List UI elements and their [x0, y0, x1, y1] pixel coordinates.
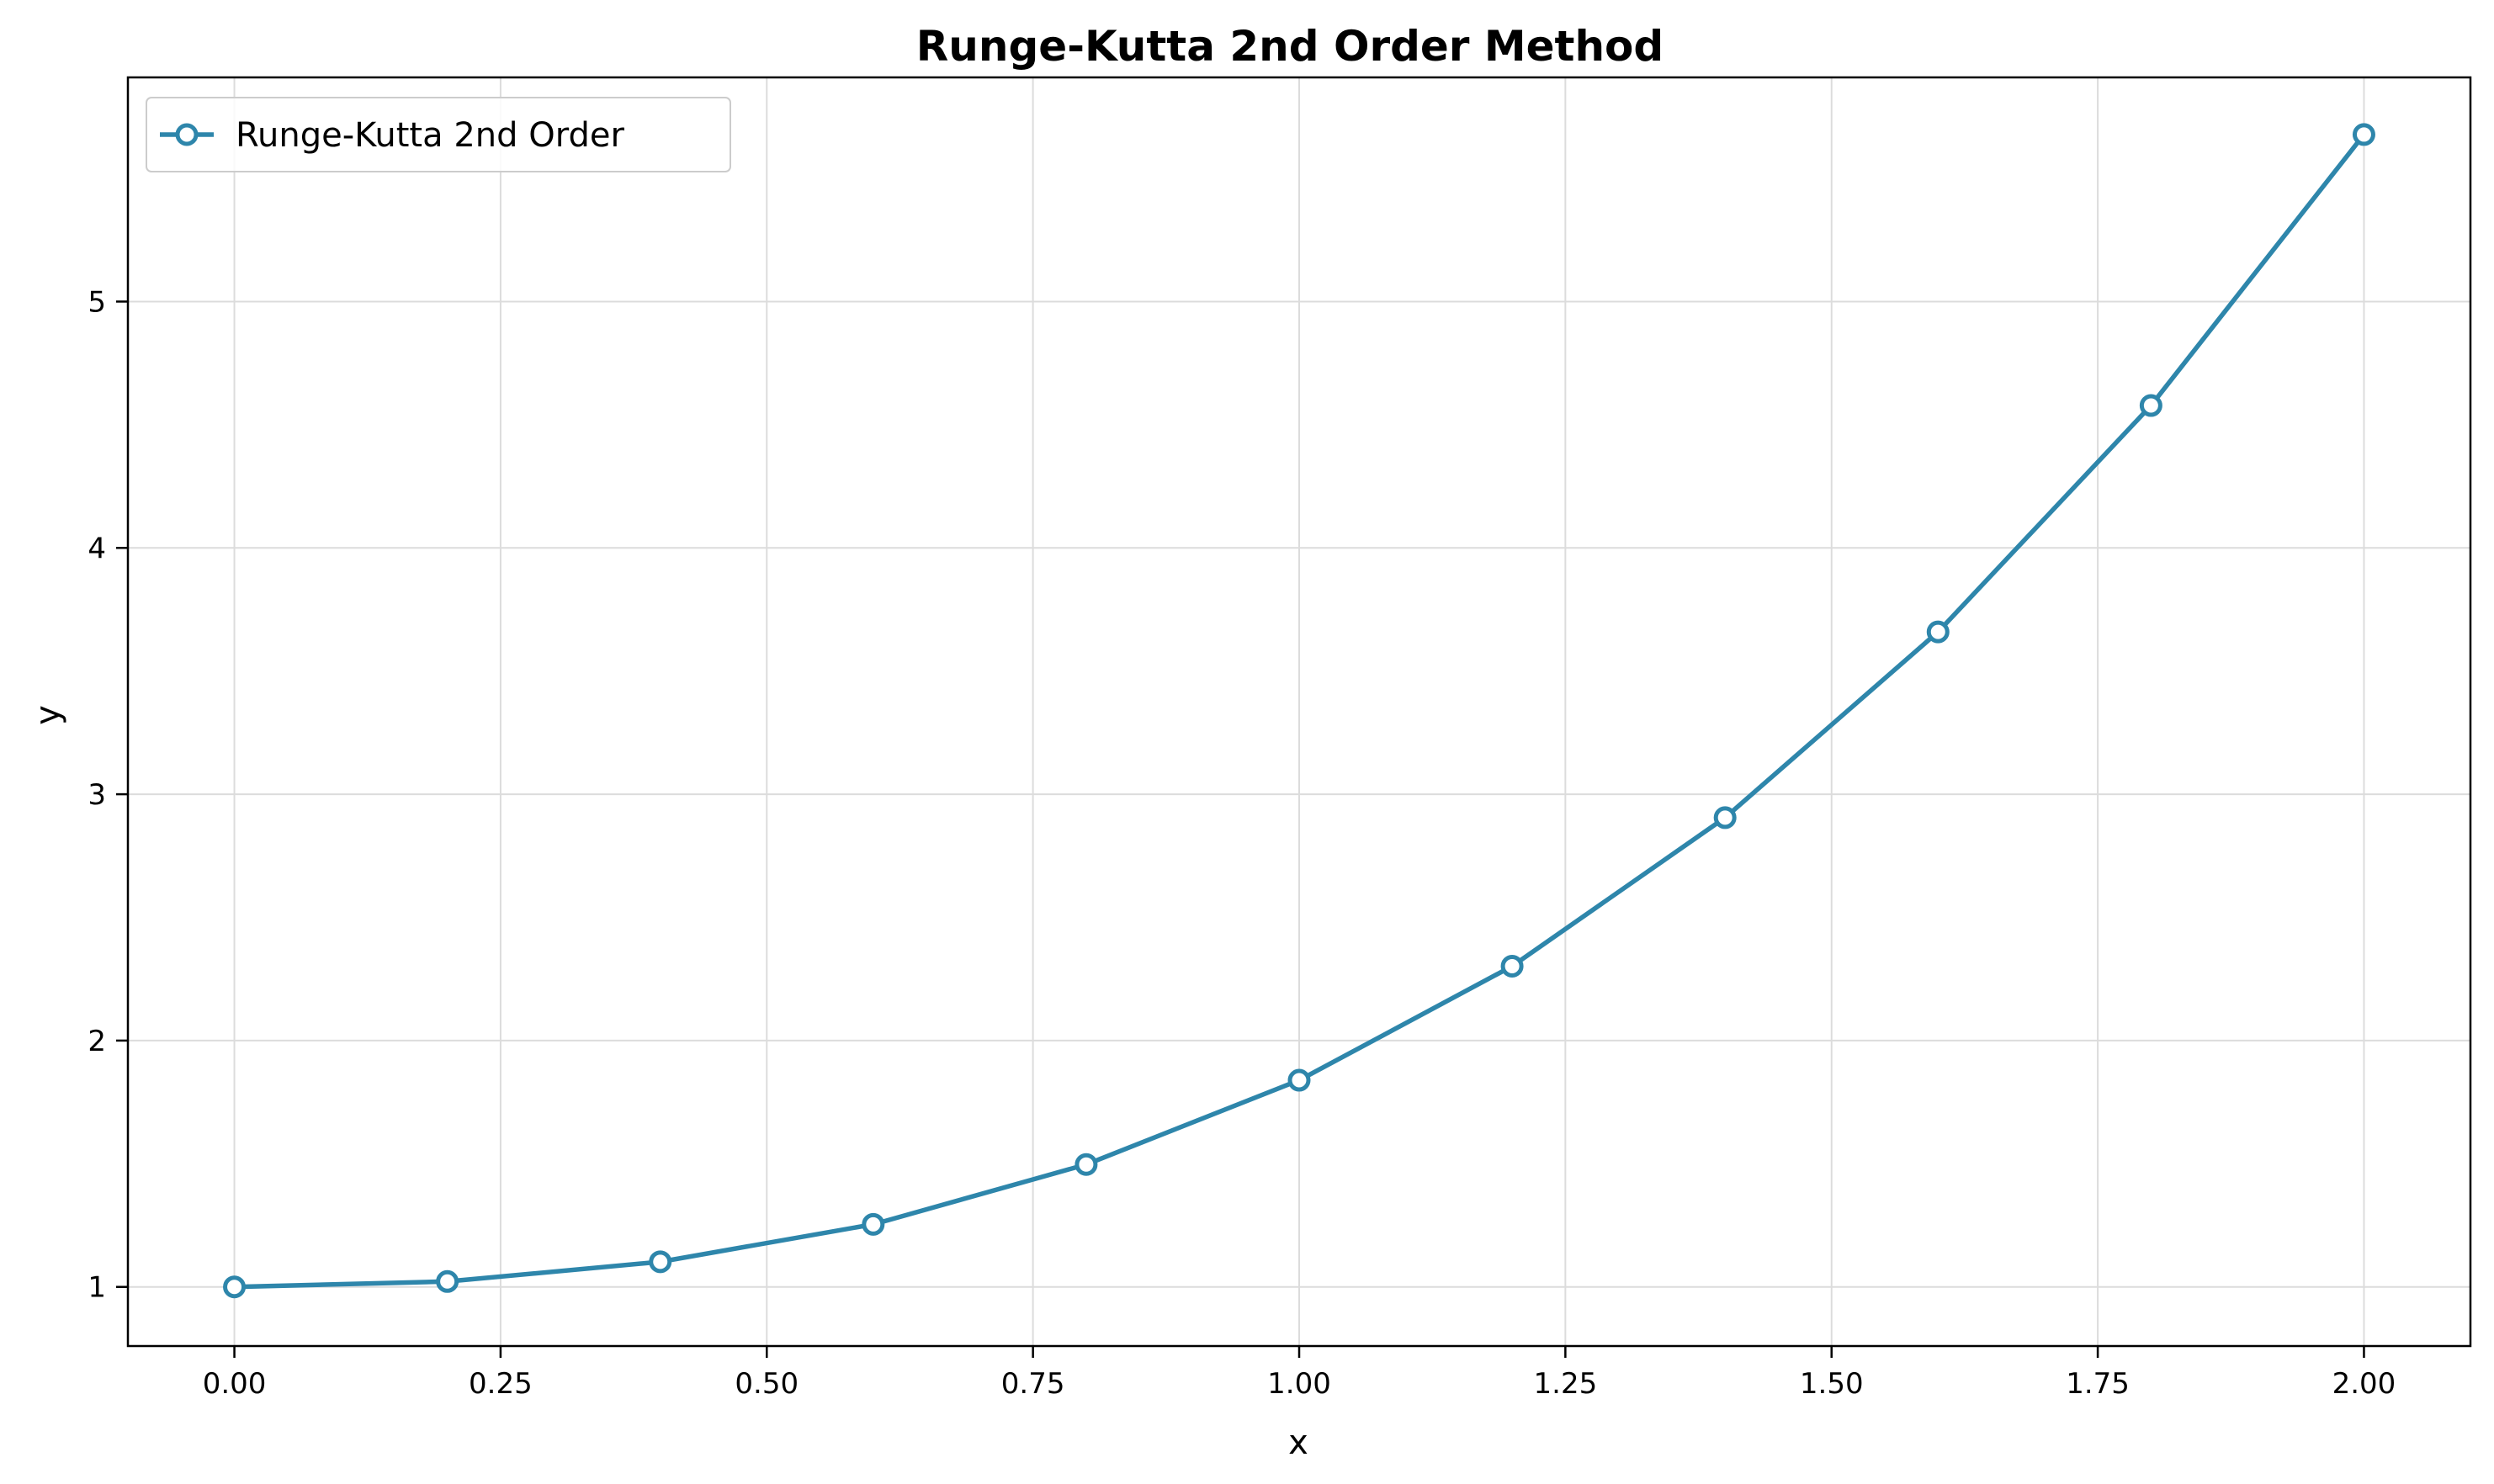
x-tick-label: 0.00: [203, 1367, 267, 1401]
legend-marker: [175, 123, 199, 146]
y-tick-label: 5: [88, 285, 106, 319]
data-point: [2352, 123, 2375, 146]
data-point: [1926, 620, 1950, 644]
legend: Runge-Kutta 2nd Order: [146, 97, 731, 172]
data-point: [2139, 394, 2162, 417]
y-tick-label: 3: [88, 778, 106, 812]
data-point: [649, 1250, 672, 1274]
y-tick-label: 1: [88, 1271, 106, 1305]
y-tick-label: 2: [88, 1025, 106, 1058]
data-point: [1713, 806, 1737, 829]
y-axis-label: y: [29, 705, 67, 725]
grid: [128, 77, 2470, 1346]
axes: 0.00 0.25 0.50 0.75 1.00 1.25 1.50 1.75 2.00 1 2 3 4…: [88, 76, 2472, 1401]
series-layer: [223, 123, 2375, 1299]
x-tick-label: 1.75: [2066, 1367, 2130, 1401]
legend-box: [146, 97, 731, 172]
legend-label: Runge-Kutta 2nd Order: [236, 116, 624, 155]
x-axis-label: x: [1288, 1423, 1308, 1462]
x-tick-label: 0.75: [1001, 1367, 1065, 1401]
x-tick-label: 1.25: [1534, 1367, 1598, 1401]
data-point: [1500, 954, 1524, 978]
x-tick-label: 0.25: [469, 1367, 533, 1401]
data-point: [436, 1269, 459, 1293]
x-tick-label: 2.00: [2332, 1367, 2396, 1401]
data-point: [1075, 1153, 1098, 1176]
data-point: [223, 1275, 247, 1299]
data-point: [1287, 1068, 1311, 1092]
x-tick-label: 1.50: [1800, 1367, 1864, 1401]
y-tick-label: 4: [88, 532, 106, 565]
data-point: [862, 1212, 885, 1236]
x-tick-label: 0.50: [735, 1367, 799, 1401]
chart-title: Runge-Kutta 2nd Order Method: [916, 22, 1664, 71]
x-tick-label: 1.00: [1267, 1367, 1331, 1401]
